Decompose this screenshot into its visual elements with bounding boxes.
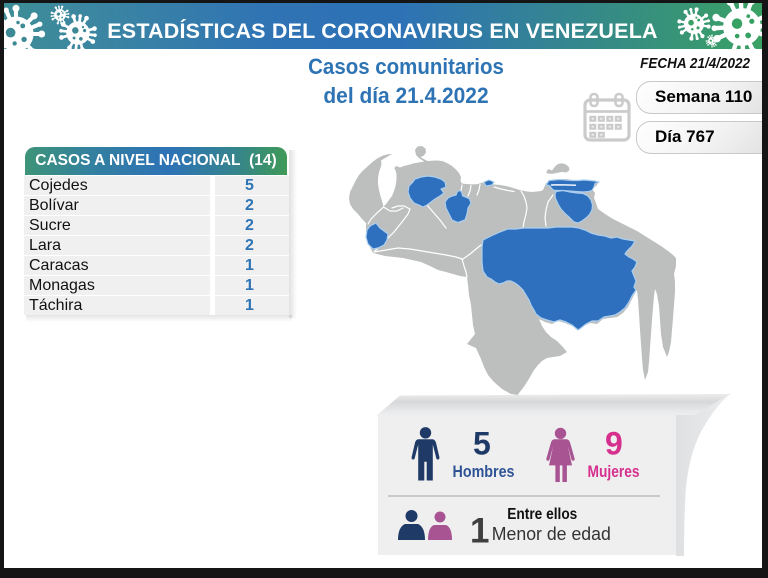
svg-text:1: 1 [470,512,489,551]
svg-text:Menor de edad: Menor de edad [492,524,611,544]
svg-text:Mujeres: Mujeres [588,462,640,481]
svg-text:5: 5 [473,426,491,462]
svg-text:9: 9 [605,426,623,462]
svg-text:Entre ellos: Entre ellos [507,506,577,523]
svg-text:Hombres: Hombres [453,462,515,481]
